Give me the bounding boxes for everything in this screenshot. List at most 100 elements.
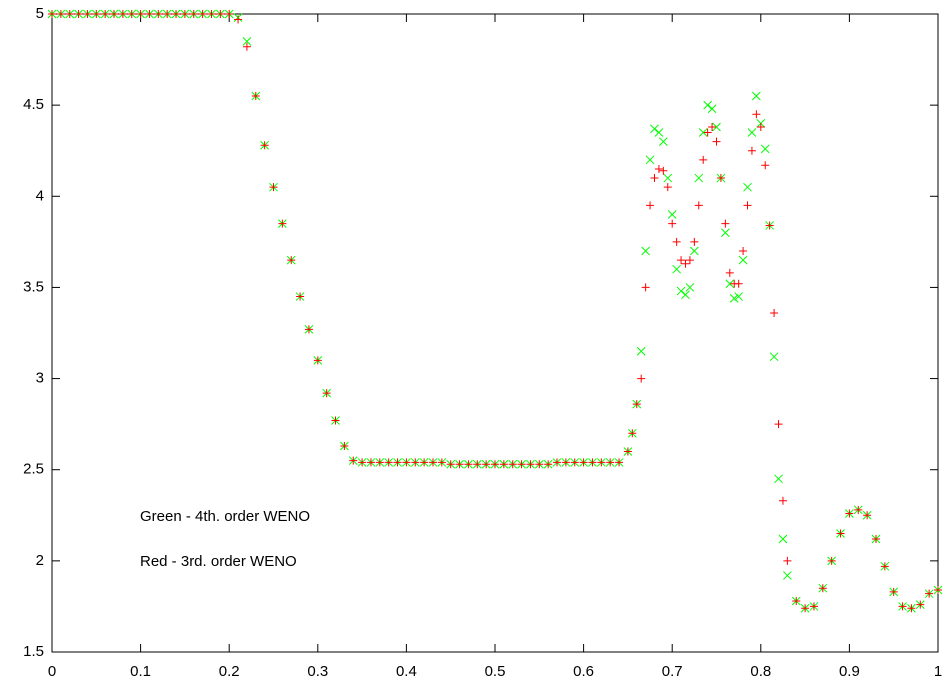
x-tick-label: 0.3 xyxy=(307,663,328,680)
point xyxy=(743,201,752,210)
point xyxy=(654,128,664,137)
legend-label: Red - 3rd. order WENO xyxy=(140,553,297,570)
x-tick-label: 0.6 xyxy=(573,663,594,680)
point xyxy=(827,556,836,565)
legend-label: Green - 4th. order WENO xyxy=(140,508,310,525)
point xyxy=(889,587,898,596)
point xyxy=(774,474,783,484)
point xyxy=(769,352,779,362)
point xyxy=(278,219,287,228)
point xyxy=(110,10,119,18)
point xyxy=(242,42,251,51)
point xyxy=(641,283,650,292)
x-tick-label: 0.5 xyxy=(485,663,506,680)
point xyxy=(898,602,907,611)
point xyxy=(743,182,752,192)
point xyxy=(645,155,655,165)
point xyxy=(464,460,473,469)
point xyxy=(65,10,74,18)
y-tick-label: 1.5 xyxy=(23,643,44,660)
point xyxy=(792,596,801,605)
point xyxy=(535,460,544,469)
point xyxy=(322,389,331,398)
point xyxy=(588,458,597,467)
y-tick-label: 3.5 xyxy=(23,278,44,295)
point xyxy=(411,458,420,467)
point xyxy=(703,100,712,110)
point xyxy=(366,458,375,467)
point xyxy=(499,460,508,469)
point xyxy=(907,604,916,613)
point xyxy=(623,447,632,456)
point xyxy=(83,10,92,18)
point xyxy=(871,534,880,543)
point xyxy=(650,174,659,183)
y-tick-label: 2 xyxy=(36,552,44,569)
x-tick-label: 0 xyxy=(48,663,56,680)
point xyxy=(934,586,942,595)
point xyxy=(48,10,56,18)
point xyxy=(672,264,681,274)
point xyxy=(739,246,748,255)
point xyxy=(765,221,774,230)
point xyxy=(690,237,699,246)
point xyxy=(628,429,637,438)
point xyxy=(725,279,735,289)
point xyxy=(707,104,717,114)
point xyxy=(163,10,172,18)
point xyxy=(654,164,663,173)
point xyxy=(659,166,668,175)
point xyxy=(570,458,579,467)
point xyxy=(216,10,225,18)
point xyxy=(778,534,788,544)
x-tick-label: 0.9 xyxy=(839,663,860,680)
point xyxy=(809,602,818,611)
y-tick-label: 5 xyxy=(36,5,44,22)
point xyxy=(118,10,127,18)
point xyxy=(446,460,455,469)
point xyxy=(738,255,748,265)
point xyxy=(716,174,725,183)
point xyxy=(641,246,650,256)
point xyxy=(770,308,779,317)
point xyxy=(553,458,562,467)
point xyxy=(198,10,207,18)
point xyxy=(180,10,189,18)
x-tick-label: 0.4 xyxy=(396,663,417,680)
point xyxy=(694,173,704,183)
point xyxy=(801,604,810,613)
point xyxy=(667,210,677,219)
point xyxy=(646,201,655,210)
point xyxy=(296,292,305,301)
point xyxy=(836,529,845,538)
point xyxy=(783,571,792,580)
point xyxy=(708,123,717,132)
y-tick-label: 4 xyxy=(36,187,44,204)
x-tick-label: 0.1 xyxy=(130,663,151,680)
point xyxy=(774,420,783,429)
point xyxy=(287,256,296,265)
point xyxy=(752,110,761,119)
y-tick-label: 4.5 xyxy=(23,96,44,113)
point xyxy=(699,155,708,164)
point xyxy=(428,458,437,467)
point xyxy=(189,10,198,18)
point xyxy=(752,91,761,101)
point xyxy=(650,124,659,134)
point xyxy=(402,458,411,467)
point xyxy=(747,146,756,155)
point xyxy=(756,123,765,132)
point xyxy=(375,458,384,467)
point xyxy=(491,460,499,469)
point xyxy=(681,290,690,300)
point xyxy=(597,458,606,467)
point xyxy=(845,509,854,518)
point xyxy=(225,10,234,18)
point xyxy=(154,10,163,18)
point xyxy=(74,10,83,18)
point xyxy=(606,458,615,467)
point xyxy=(636,346,646,356)
point xyxy=(854,505,863,514)
point xyxy=(658,137,668,146)
